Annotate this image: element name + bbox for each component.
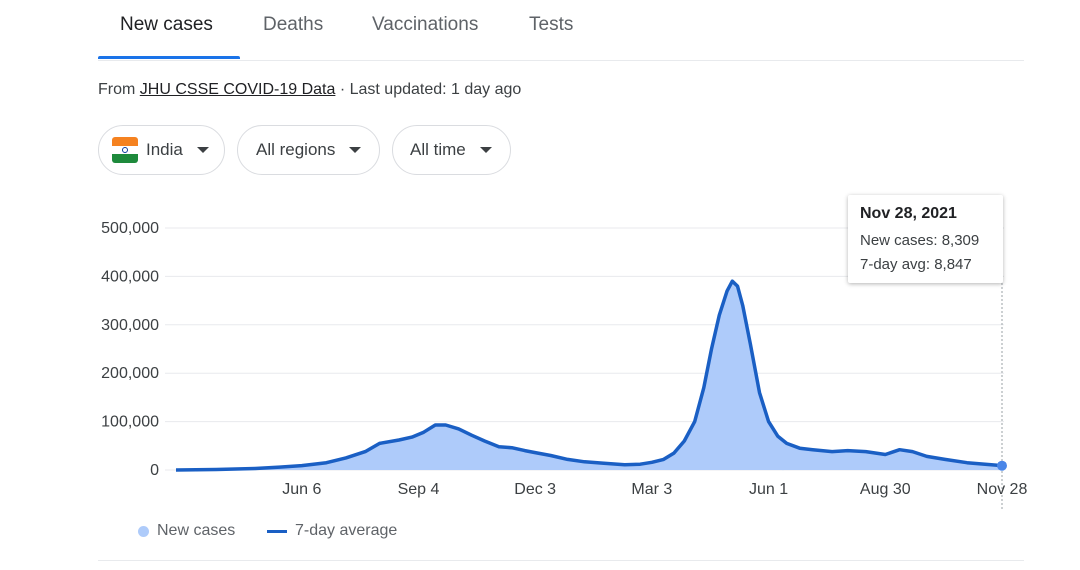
region-dropdown-label: All regions — [256, 140, 336, 159]
last-updated: · Last updated: 1 day ago — [335, 81, 522, 98]
y-tick-label: 300,000 — [101, 317, 159, 334]
country-dropdown-label: India — [146, 140, 183, 159]
y-tick-label: 0 — [150, 462, 159, 479]
legend-seven-day-average[interactable]: 7-day average — [267, 522, 397, 540]
tab-deaths[interactable]: Deaths — [263, 14, 324, 35]
data-source-line: From JHU CSSE COVID-19 Data · Last updat… — [98, 81, 521, 99]
country-dropdown[interactable]: India — [98, 125, 225, 175]
chevron-down-icon — [349, 147, 362, 153]
cases-chart[interactable]: 0 100,000 200,000 300,000 400,000 500,000 Jun… — [0, 190, 1080, 520]
y-tick-label: 400,000 — [101, 268, 159, 285]
tab-vaccinations[interactable]: Vaccinations — [372, 14, 479, 35]
source-link[interactable]: JHU CSSE COVID-19 Data — [139, 81, 336, 98]
chart-tooltip: Nov 28, 2021 New cases: 8,309 7-day avg:… — [848, 195, 1003, 283]
region-dropdown[interactable]: All regions — [237, 125, 380, 175]
bottom-divider — [98, 560, 1024, 561]
tooltip-avg: 7-day avg: 8,847 — [860, 256, 972, 273]
y-tick-label: 500,000 — [101, 220, 159, 237]
legend-average-label: 7-day average — [295, 522, 398, 539]
chevron-down-icon — [196, 147, 209, 153]
x-tick-label: Dec 3 — [514, 481, 556, 498]
x-tick-label: Jun 1 — [749, 481, 788, 498]
tooltip-new-cases: New cases: 8,309 — [860, 232, 980, 249]
source-prefix: From — [98, 81, 140, 98]
new-cases-dot-icon — [138, 525, 149, 537]
legend-new-cases[interactable]: New cases — [138, 522, 235, 540]
hover-point[interactable] — [997, 460, 1007, 471]
x-tick-label: Jun 6 — [282, 481, 321, 498]
y-tick-label: 100,000 — [101, 414, 159, 431]
x-tick-label: Aug 30 — [860, 481, 911, 498]
time-dropdown[interactable]: All time — [392, 125, 511, 175]
y-tick-label: 200,000 — [101, 365, 159, 382]
india-flag-icon — [112, 137, 138, 163]
tab-new-cases[interactable]: New cases — [120, 14, 213, 35]
average-line-icon — [267, 529, 287, 533]
active-tab-indicator — [98, 56, 240, 59]
new-cases-area — [176, 281, 1002, 470]
x-tick-label: Sep 4 — [398, 481, 440, 498]
tab-tests[interactable]: Tests — [529, 14, 574, 35]
seven-day-average-line — [175, 279, 1003, 472]
tooltip-date: Nov 28, 2021 — [860, 205, 957, 222]
chevron-down-icon — [479, 147, 492, 153]
time-dropdown-label: All time — [410, 140, 466, 159]
x-tick-label: Mar 3 — [631, 481, 672, 498]
tab-bar: New cases Deaths Vaccinations Tests — [98, 0, 1024, 61]
legend-new-cases-label: New cases — [157, 522, 236, 539]
x-tick-label: Nov 28 — [977, 481, 1028, 498]
